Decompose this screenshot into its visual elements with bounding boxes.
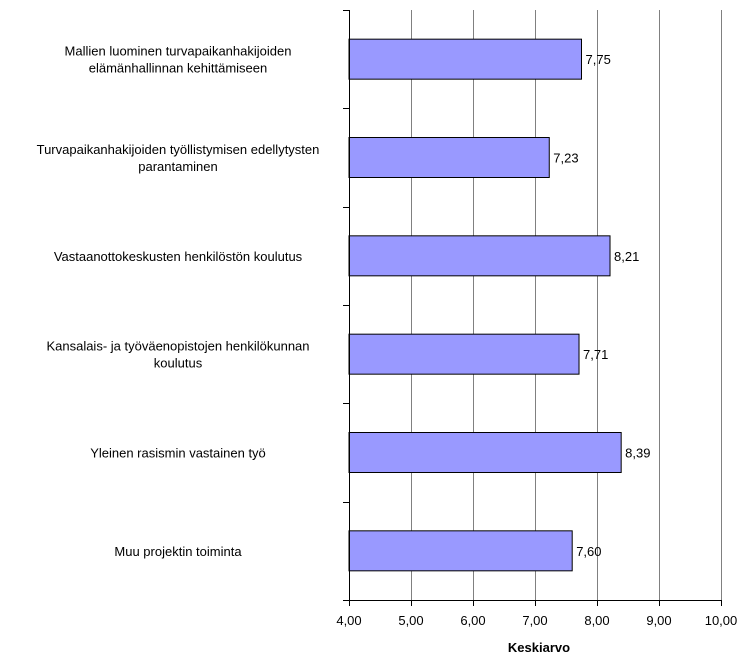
category-label: Vastaanottokeskusten henkilöstön koulutu… — [54, 249, 303, 264]
data-label: 8,39 — [625, 446, 650, 461]
x-tick-label: 5,00 — [398, 613, 423, 628]
data-labels: 7,75 7,23 8,21 7,71 8,39 7,60 — [553, 52, 650, 559]
data-label: 7,71 — [583, 347, 608, 362]
category-label-line: Yleinen rasismin vastainen työ — [90, 446, 266, 461]
category-label: Muu projektin toiminta — [114, 544, 242, 559]
x-tick-labels: 4,00 5,00 6,00 7,00 8,00 9,00 10,00 — [336, 613, 737, 628]
category-label-line: Kansalais- ja työväenopistojen henkilöku… — [46, 339, 309, 354]
bars — [348, 38, 622, 572]
x-tick-label: 10,00 — [705, 613, 738, 628]
data-label: 7,75 — [586, 52, 611, 67]
data-label: 7,60 — [576, 544, 601, 559]
category-label-line: Muu projektin toiminta — [114, 544, 242, 559]
data-label: 8,21 — [614, 249, 639, 264]
x-tick-label: 4,00 — [336, 613, 361, 628]
category-label-line: Vastaanottokeskusten henkilöstön koulutu… — [54, 249, 303, 264]
category-label: Kansalais- ja työväenopistojen henkilöku… — [46, 339, 309, 371]
x-tick-label: 7,00 — [522, 613, 547, 628]
category-label-line: koulutus — [154, 356, 203, 371]
category-label: Turvapaikanhakijoiden työllistymisen ede… — [37, 142, 320, 174]
grid-lines — [411, 10, 722, 600]
bar — [348, 235, 611, 277]
bar — [348, 432, 622, 473]
category-labels: Mallien luominen turvapaikanhakijoiden el… — [37, 44, 320, 559]
bar — [348, 38, 582, 80]
data-label: 7,23 — [553, 151, 578, 166]
category-label: Yleinen rasismin vastainen työ — [90, 446, 266, 461]
axes — [343, 10, 722, 606]
category-label: Mallien luominen turvapaikanhakijoiden el… — [65, 44, 292, 76]
bar — [348, 530, 573, 572]
category-label-line: Mallien luominen turvapaikanhakijoiden — [65, 44, 292, 59]
category-label-line: parantaminen — [138, 159, 218, 174]
x-axis-title: Keskiarvo — [508, 640, 570, 655]
x-tick-label: 6,00 — [460, 613, 485, 628]
bar — [348, 333, 580, 375]
x-tick-label: 8,00 — [584, 613, 609, 628]
bar — [348, 137, 550, 178]
x-tick-label: 9,00 — [646, 613, 671, 628]
category-label-line: elämänhallinnan kehittämiseen — [89, 61, 268, 76]
category-label-line: Turvapaikanhakijoiden työllistymisen ede… — [37, 142, 320, 157]
